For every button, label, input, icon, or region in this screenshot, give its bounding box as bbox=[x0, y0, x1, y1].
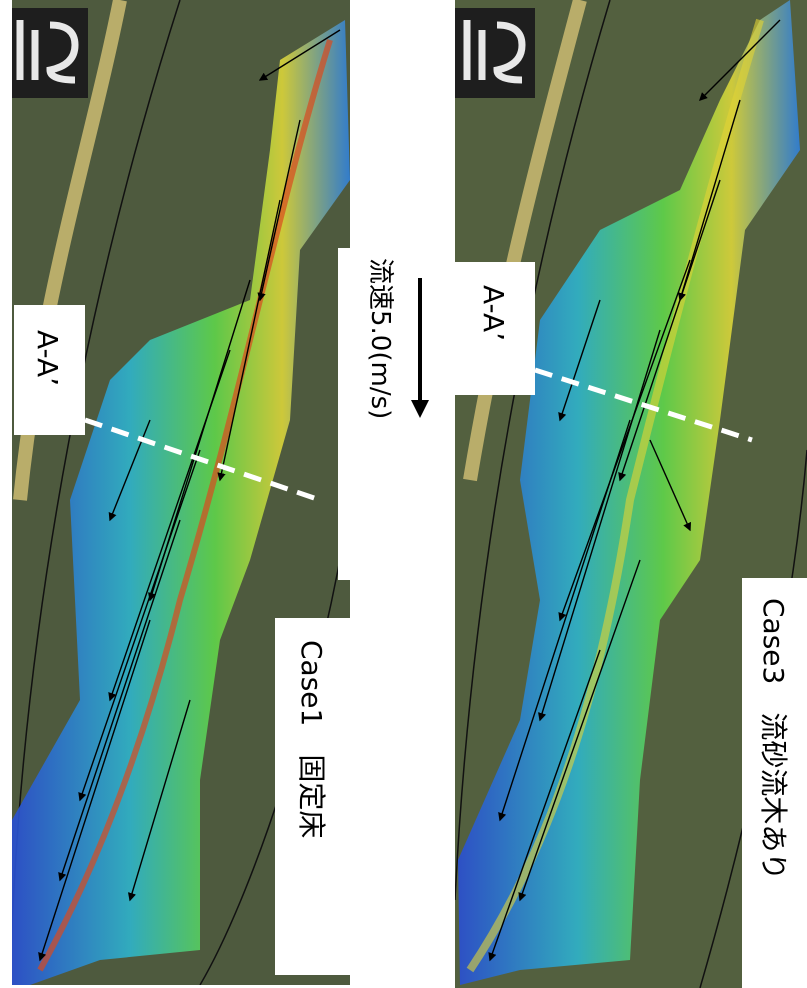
case-label: Case1 固定床 bbox=[295, 640, 328, 838]
figure: A-A’ Case1 固定床 流速5.0(m/s) A-A’ Case3 流砂流… bbox=[0, 0, 807, 988]
map-panel bbox=[455, 0, 807, 988]
scale-label: 流速5.0(m/s) bbox=[365, 258, 395, 419]
section-label: A-A’ bbox=[31, 330, 64, 386]
scale-arrowhead bbox=[411, 400, 429, 418]
section-label: A-A’ bbox=[477, 285, 510, 341]
case-label: Case3 流砂流木あり bbox=[757, 598, 790, 880]
